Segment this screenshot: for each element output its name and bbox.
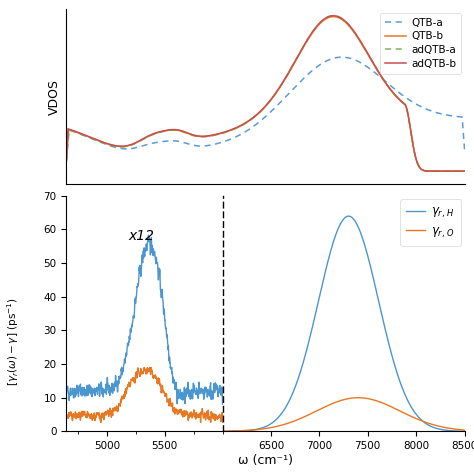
- γr, O: [329, 401, 335, 407]
- QTB-b: [330, 14, 336, 19]
- γr, O: [356, 395, 361, 401]
- Text: ω (cm⁻¹): ω (cm⁻¹): [238, 454, 293, 467]
- adQTB-a: [382, 78, 387, 84]
- Line: QTB-a: QTB-a: [66, 57, 465, 161]
- γr, H: [363, 245, 368, 251]
- adQTB-b: [337, 15, 343, 20]
- adQTB-a: [457, 168, 463, 174]
- γr, H: [282, 406, 288, 412]
- Line: adQTB-b: adQTB-b: [66, 16, 465, 171]
- γr, O: [363, 395, 368, 401]
- QTB-a: [374, 72, 380, 77]
- adQTB-a: [225, 129, 230, 135]
- adQTB-a: [64, 158, 69, 164]
- QTB-b: [382, 79, 387, 84]
- QTB-a: [239, 131, 245, 137]
- adQTB-b: [330, 13, 336, 18]
- Line: γr, O: γr, O: [222, 398, 465, 431]
- adQTB-b: [64, 157, 69, 163]
- γr, H: [402, 392, 408, 398]
- QTB-a: [337, 55, 343, 60]
- adQTB-b: [382, 78, 387, 84]
- γr, O: [219, 428, 225, 434]
- adQTB-a: [337, 15, 343, 20]
- γr, H: [382, 323, 387, 329]
- γr, H: [346, 213, 351, 219]
- γr, H: [462, 428, 467, 434]
- QTB-a: [225, 137, 230, 143]
- adQTB-a: [462, 168, 467, 174]
- adQTB-b: [225, 128, 230, 134]
- Line: γr, H: γr, H: [222, 216, 465, 431]
- Line: QTB-b: QTB-b: [66, 17, 465, 171]
- adQTB-b: [462, 168, 467, 174]
- γr, O: [282, 421, 288, 427]
- γr, O: [402, 410, 408, 416]
- QTB-b: [64, 158, 69, 164]
- QTB-b: [104, 141, 110, 146]
- adQTB-b: [104, 141, 110, 146]
- γr, O: [382, 401, 387, 407]
- Y-axis label: VDOS: VDOS: [48, 79, 61, 115]
- adQTB-a: [104, 141, 110, 147]
- Text: x12: x12: [128, 229, 155, 243]
- γr, H: [329, 244, 335, 249]
- QTB-b: [337, 16, 343, 21]
- adQTB-a: [374, 67, 380, 73]
- adQTB-b: [239, 122, 245, 128]
- QTB-b: [239, 122, 245, 128]
- QTB-b: [225, 128, 230, 134]
- QTB-a: [64, 158, 69, 164]
- γr, O: [462, 428, 467, 433]
- adQTB-a: [330, 13, 336, 18]
- QTB-a: [339, 55, 345, 60]
- QTB-b: [457, 168, 463, 174]
- QTB-a: [382, 78, 387, 83]
- adQTB-b: [374, 67, 380, 73]
- γr, H: [263, 424, 268, 429]
- γr, H: [219, 428, 225, 434]
- γr, O: [263, 426, 268, 431]
- QTB-a: [104, 142, 110, 147]
- adQTB-a: [239, 123, 245, 128]
- Text: $[\gamma_r(\omega) - \gamma]\ \mathrm{(ps^{-1})}$: $[\gamma_r(\omega) - \gamma]\ \mathrm{(p…: [5, 297, 20, 386]
- Line: adQTB-a: adQTB-a: [66, 16, 465, 171]
- Legend: $\gamma_{r,\,H}$, $\gamma_{r,\,O}$: $\gamma_{r,\,H}$, $\gamma_{r,\,O}$: [401, 200, 461, 246]
- adQTB-b: [457, 168, 463, 174]
- QTB-a: [462, 146, 467, 152]
- QTB-b: [462, 168, 467, 174]
- Legend: QTB-a, QTB-b, adQTB-a, adQTB-b: QTB-a, QTB-b, adQTB-a, adQTB-b: [380, 13, 461, 74]
- QTB-b: [374, 67, 380, 73]
